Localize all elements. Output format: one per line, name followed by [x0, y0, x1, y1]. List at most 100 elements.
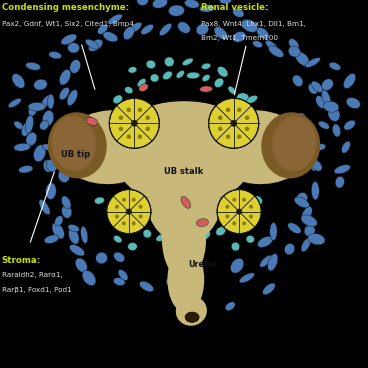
- Ellipse shape: [42, 110, 54, 126]
- Circle shape: [126, 209, 131, 214]
- Circle shape: [232, 222, 236, 226]
- Ellipse shape: [156, 233, 168, 241]
- Ellipse shape: [125, 87, 133, 93]
- Ellipse shape: [266, 40, 278, 52]
- Ellipse shape: [185, 312, 199, 322]
- Ellipse shape: [85, 39, 99, 49]
- Ellipse shape: [233, 31, 246, 42]
- Ellipse shape: [342, 141, 350, 153]
- Text: Pax2, Gdnf, Wt1, Six2, Cited1, Bmp4: Pax2, Gdnf, Wt1, Six2, Cited1, Bmp4: [2, 21, 134, 27]
- Ellipse shape: [187, 234, 196, 243]
- Ellipse shape: [301, 215, 317, 227]
- Ellipse shape: [197, 219, 208, 227]
- Text: UB stalk: UB stalk: [164, 167, 204, 176]
- Ellipse shape: [318, 121, 329, 129]
- Ellipse shape: [217, 67, 228, 77]
- Circle shape: [231, 120, 237, 126]
- Circle shape: [145, 127, 150, 131]
- Ellipse shape: [315, 144, 326, 151]
- Ellipse shape: [75, 258, 87, 272]
- Circle shape: [138, 107, 142, 112]
- Ellipse shape: [14, 143, 31, 151]
- Ellipse shape: [8, 99, 21, 107]
- Ellipse shape: [59, 110, 162, 184]
- Ellipse shape: [335, 176, 344, 188]
- Ellipse shape: [98, 25, 108, 34]
- Ellipse shape: [241, 20, 258, 32]
- Ellipse shape: [150, 74, 159, 82]
- Ellipse shape: [192, 299, 205, 309]
- Ellipse shape: [116, 216, 127, 222]
- Ellipse shape: [316, 96, 326, 109]
- Circle shape: [217, 190, 261, 234]
- Ellipse shape: [294, 124, 306, 139]
- Circle shape: [138, 134, 142, 139]
- Circle shape: [145, 116, 150, 120]
- Ellipse shape: [118, 270, 128, 280]
- Ellipse shape: [159, 23, 172, 36]
- Circle shape: [237, 134, 241, 139]
- Circle shape: [249, 205, 253, 209]
- Ellipse shape: [260, 255, 272, 267]
- Ellipse shape: [146, 60, 156, 68]
- Ellipse shape: [25, 115, 33, 133]
- Ellipse shape: [237, 93, 249, 102]
- Ellipse shape: [258, 236, 273, 247]
- Ellipse shape: [182, 58, 193, 66]
- Ellipse shape: [139, 84, 148, 91]
- Ellipse shape: [230, 258, 244, 273]
- Ellipse shape: [47, 94, 54, 109]
- Text: Renal vesicle:: Renal vesicle:: [201, 3, 268, 12]
- Circle shape: [249, 215, 253, 219]
- Ellipse shape: [293, 75, 303, 86]
- Ellipse shape: [113, 95, 123, 104]
- Ellipse shape: [59, 70, 71, 85]
- Ellipse shape: [176, 296, 207, 326]
- Ellipse shape: [206, 110, 309, 184]
- Ellipse shape: [229, 221, 242, 228]
- Ellipse shape: [296, 192, 308, 205]
- Ellipse shape: [68, 224, 79, 232]
- Ellipse shape: [26, 62, 40, 70]
- Ellipse shape: [68, 43, 79, 53]
- Ellipse shape: [268, 46, 284, 57]
- Ellipse shape: [329, 62, 341, 70]
- Ellipse shape: [46, 159, 57, 172]
- Ellipse shape: [231, 242, 240, 251]
- Ellipse shape: [311, 160, 322, 171]
- Ellipse shape: [40, 120, 49, 130]
- Ellipse shape: [301, 206, 312, 222]
- Ellipse shape: [311, 81, 323, 92]
- Ellipse shape: [344, 120, 355, 130]
- Ellipse shape: [201, 63, 211, 69]
- Ellipse shape: [96, 252, 107, 264]
- Ellipse shape: [126, 223, 139, 233]
- Circle shape: [127, 134, 131, 139]
- Ellipse shape: [295, 52, 309, 66]
- Ellipse shape: [163, 71, 172, 80]
- Ellipse shape: [139, 281, 154, 292]
- Text: UB tip: UB tip: [61, 150, 90, 159]
- Ellipse shape: [88, 39, 103, 52]
- Ellipse shape: [128, 243, 137, 251]
- Ellipse shape: [306, 145, 318, 162]
- Circle shape: [139, 215, 143, 219]
- Ellipse shape: [86, 117, 98, 125]
- Ellipse shape: [246, 236, 254, 243]
- Circle shape: [225, 215, 229, 219]
- Ellipse shape: [43, 160, 52, 172]
- Ellipse shape: [334, 165, 350, 174]
- Ellipse shape: [137, 0, 148, 6]
- Ellipse shape: [261, 112, 320, 178]
- Ellipse shape: [94, 197, 105, 204]
- Ellipse shape: [176, 71, 184, 78]
- Ellipse shape: [61, 205, 72, 218]
- Circle shape: [218, 127, 223, 131]
- Ellipse shape: [199, 5, 215, 12]
- Ellipse shape: [346, 98, 360, 109]
- Circle shape: [115, 205, 119, 209]
- Ellipse shape: [202, 231, 210, 240]
- Ellipse shape: [103, 32, 118, 42]
- Ellipse shape: [270, 223, 277, 240]
- Ellipse shape: [123, 26, 134, 40]
